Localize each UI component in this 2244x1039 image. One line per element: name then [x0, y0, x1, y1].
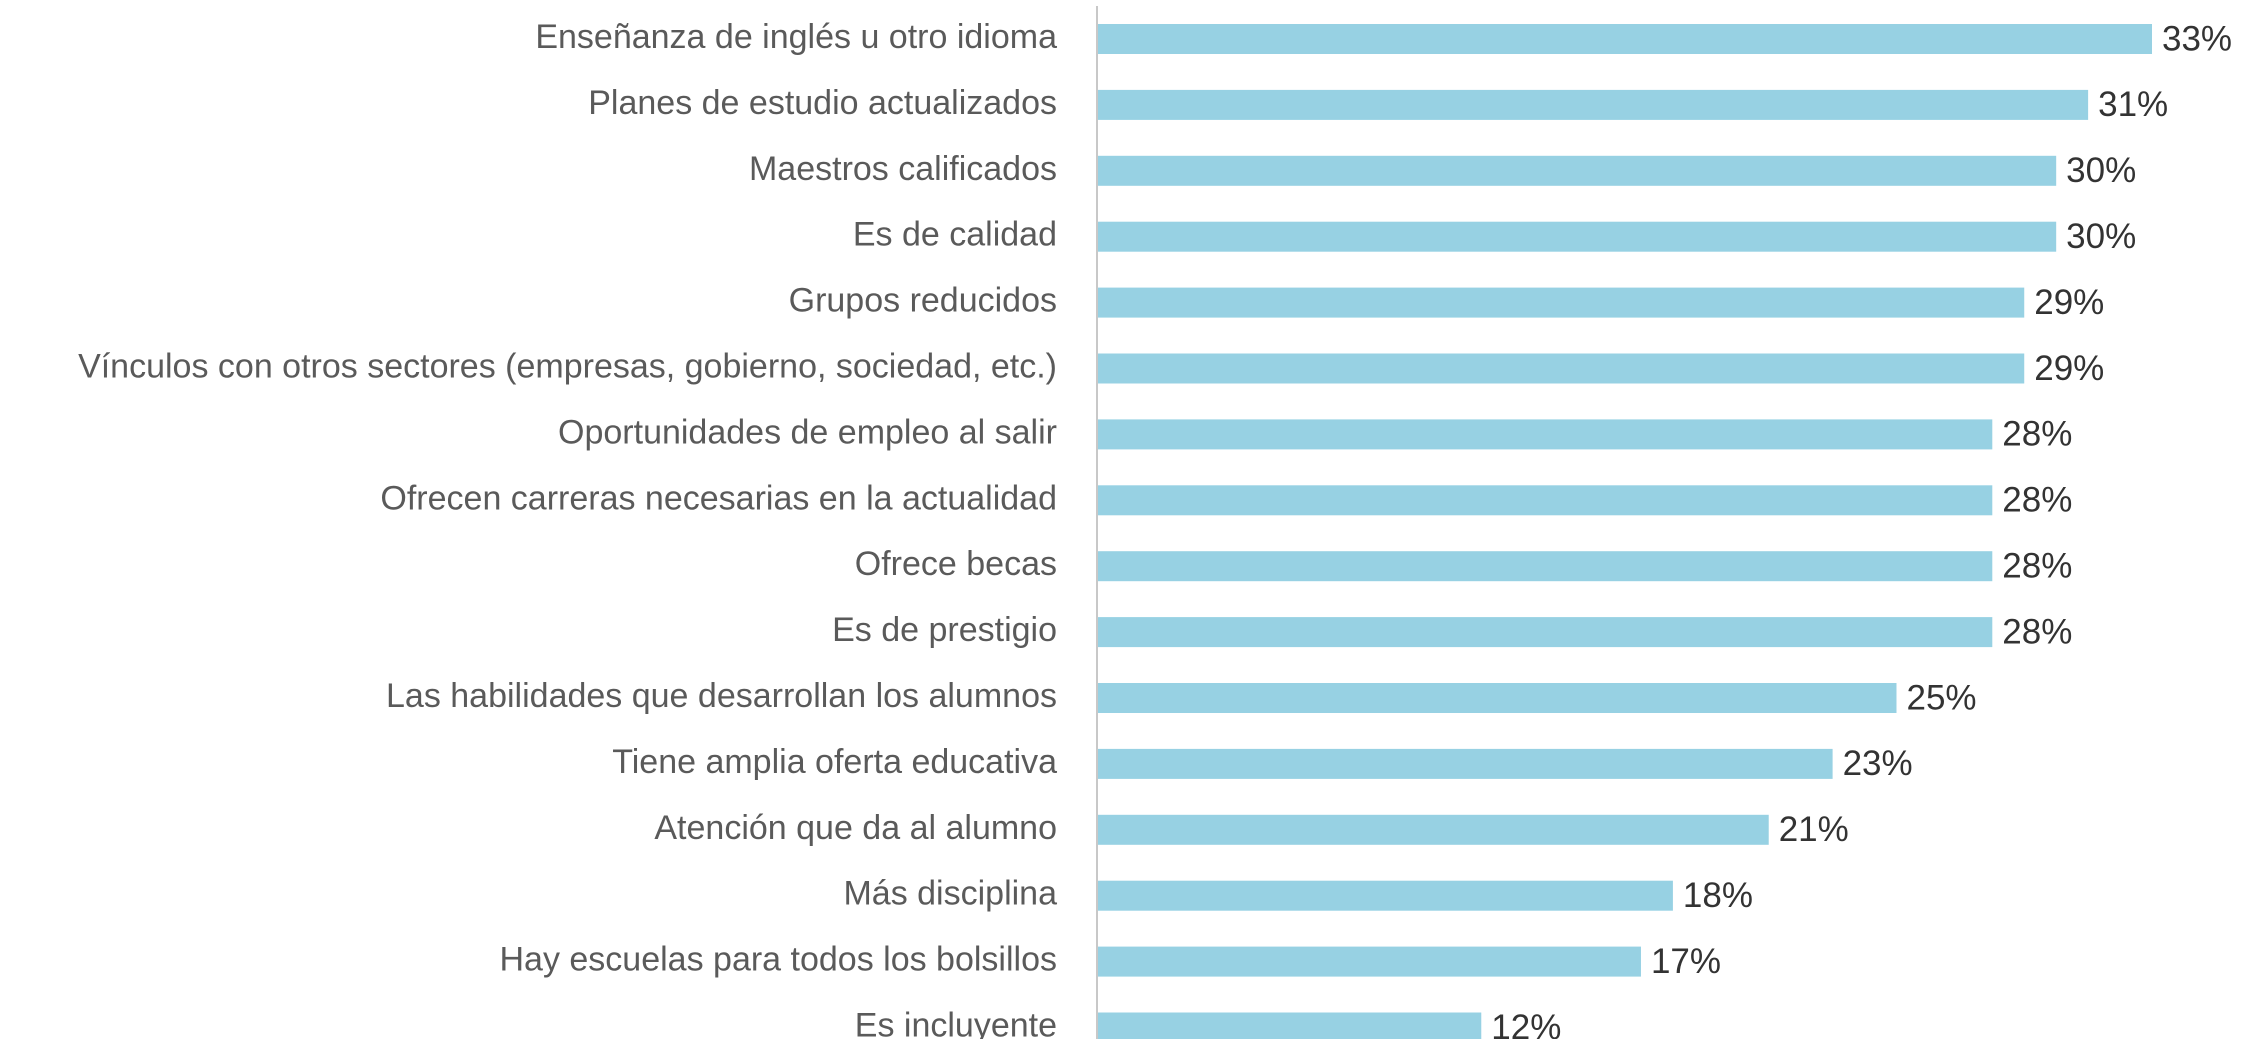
value-label: 33%	[2162, 19, 2232, 58]
bar	[1098, 551, 1993, 582]
category-label: Las habilidades que desarrollan los alum…	[386, 677, 1057, 715]
category-label: Ofrece becas	[855, 545, 1057, 583]
bar	[1098, 155, 2057, 186]
category-label: Hay escuelas para todos los bolsillos	[499, 941, 1057, 979]
value-label: 31%	[2098, 85, 2168, 124]
category-label: Enseñanza de inglés u otro idioma	[535, 18, 1057, 56]
category-label: Vínculos con otros sectores (empresas, g…	[78, 347, 1057, 385]
value-label: 28%	[2002, 481, 2072, 520]
category-label: Es de prestigio	[832, 611, 1057, 649]
value-label: 28%	[2002, 415, 2072, 454]
value-label: 23%	[1843, 744, 1913, 783]
category-label: Es incluyente	[855, 1006, 1057, 1039]
category-label: Más disciplina	[843, 875, 1057, 913]
value-label: 28%	[2002, 612, 2072, 651]
value-label: 28%	[2002, 546, 2072, 585]
category-label: Es de calidad	[853, 216, 1057, 254]
bar	[1098, 946, 1641, 977]
bar	[1098, 748, 1833, 779]
bar	[1098, 24, 2152, 54]
value-label: 18%	[1683, 876, 1753, 915]
value-label: 29%	[2034, 349, 2104, 388]
value-label: 29%	[2034, 283, 2104, 322]
category-label: Tiene amplia oferta educativa	[612, 743, 1057, 781]
value-label: 21%	[1779, 810, 1849, 849]
bar	[1098, 485, 1993, 516]
bar	[1098, 353, 2025, 384]
bar	[1098, 617, 1993, 648]
bar	[1098, 814, 1769, 845]
value-label: 30%	[2066, 217, 2136, 256]
value-label: 17%	[1651, 942, 1721, 981]
value-label: 12%	[1491, 1008, 1561, 1039]
category-label: Grupos reducidos	[789, 282, 1057, 320]
category-label: Atención que da al alumno	[654, 809, 1057, 847]
bar	[1098, 1012, 1482, 1039]
category-label: Planes de estudio actualizados	[588, 84, 1057, 122]
category-label: Ofrecen carreras necesarias en la actual…	[380, 479, 1057, 517]
bar	[1098, 287, 2025, 318]
bar	[1098, 89, 2089, 120]
bar	[1098, 221, 2057, 252]
value-label: 30%	[2066, 151, 2136, 190]
bar	[1098, 880, 1673, 911]
value-label: 25%	[1906, 678, 1976, 717]
category-label: Oportunidades de empleo al salir	[558, 413, 1057, 451]
bar	[1098, 683, 1897, 713]
category-label: Maestros calificados	[749, 150, 1057, 188]
bar	[1098, 419, 1993, 450]
